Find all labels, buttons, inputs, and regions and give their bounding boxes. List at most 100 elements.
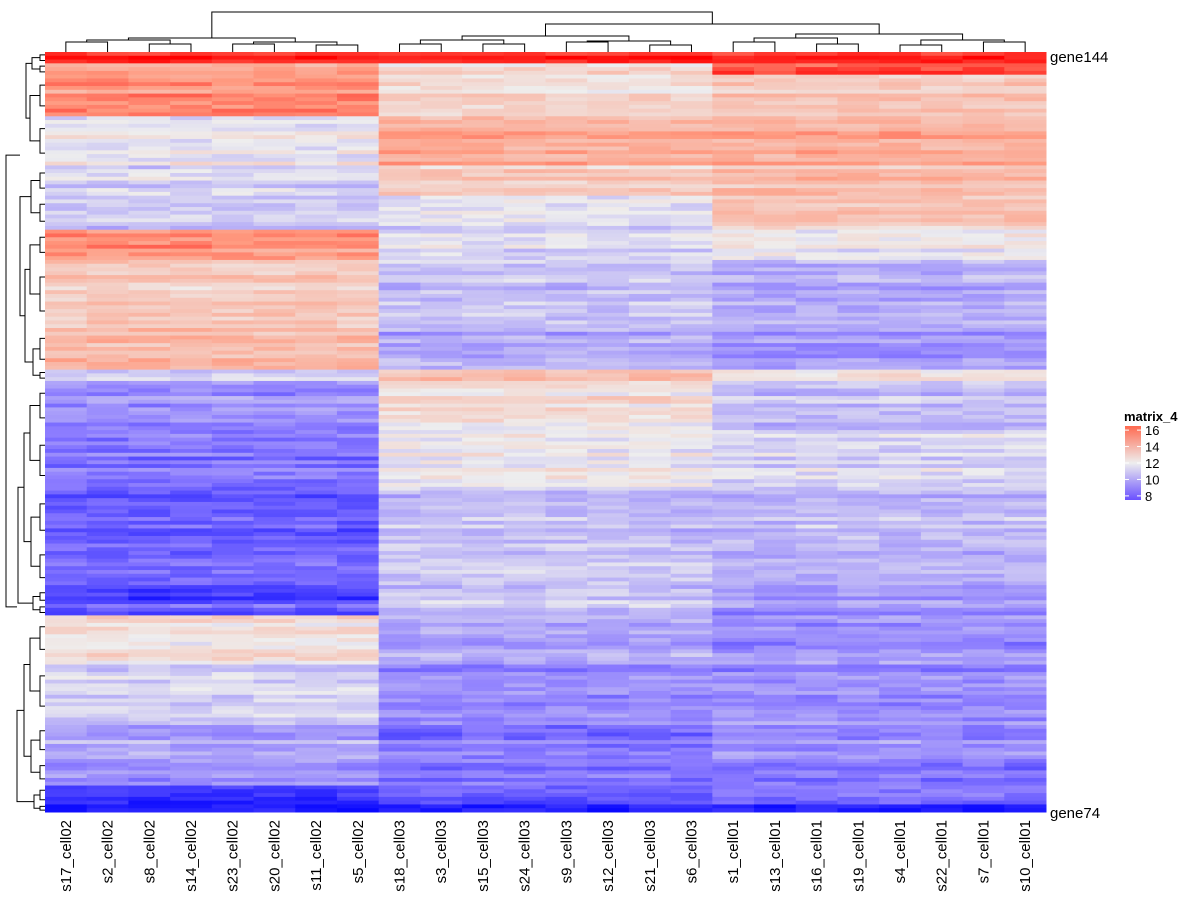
heatmap-cell [837, 588, 880, 594]
heatmap-cell [253, 172, 296, 178]
heatmap-cell [795, 706, 838, 711]
heatmap-cell [879, 596, 922, 601]
heatmap-cell [420, 210, 463, 216]
heatmap-cell [295, 740, 338, 745]
heatmap-cell [962, 112, 1005, 117]
heatmap-cell [462, 520, 505, 526]
heatmap-cell [295, 581, 338, 586]
heatmap-cell [837, 611, 880, 616]
heatmap-cell [503, 108, 546, 113]
heatmap-cell [253, 709, 296, 715]
heatmap-cell [670, 638, 713, 643]
heatmap-cell [128, 362, 171, 367]
heatmap-cell [712, 210, 755, 216]
heatmap-cell [1004, 131, 1047, 136]
heatmap-cell [420, 343, 463, 348]
heatmap-cell [336, 157, 380, 163]
heatmap-cell [545, 123, 588, 129]
heatmap-cell [45, 698, 88, 703]
heatmap-cell [587, 505, 630, 511]
heatmap-cell [879, 392, 922, 397]
heatmap-cell [1004, 721, 1047, 726]
heatmap-cell [587, 191, 630, 197]
heatmap-cell [462, 770, 505, 775]
heatmap-cell [462, 407, 505, 412]
heatmap-cell [45, 358, 88, 363]
heatmap-cell [754, 626, 797, 632]
heatmap-cell [170, 180, 213, 185]
heatmap-cell [545, 721, 588, 726]
heatmap-cell [503, 350, 546, 355]
column-dendrogram [65, 11, 1026, 52]
heatmap-cell [670, 501, 713, 507]
heatmap-cell [336, 709, 380, 715]
heatmap-cell [628, 570, 672, 575]
heatmap-cell [462, 585, 505, 590]
heatmap-cell [86, 539, 129, 545]
heatmap-cell [253, 766, 296, 771]
heatmap-cell [211, 475, 255, 480]
heatmap-cell [86, 354, 129, 359]
heatmap-cell [211, 645, 255, 650]
heatmap-cell [754, 184, 797, 189]
heatmap-cell [295, 199, 338, 204]
heatmap-cell [879, 743, 922, 749]
heatmap-cell [378, 78, 421, 83]
heatmap-cell [295, 781, 338, 787]
heatmap-cell [420, 460, 463, 465]
heatmap-cell [1004, 392, 1047, 397]
heatmap-cell [170, 161, 213, 166]
heatmap-cell [503, 592, 546, 597]
heatmap-cell [378, 706, 421, 711]
heatmap-cell [795, 403, 838, 408]
heatmap-cell [712, 683, 755, 688]
heatmap-cell [920, 199, 964, 204]
heatmap-cell [1004, 607, 1047, 613]
heatmap-cell [962, 97, 1005, 102]
heatmap-cell [128, 373, 171, 378]
heatmap-cell [587, 199, 630, 204]
heatmap-cell [503, 498, 546, 503]
heatmap-cell [920, 505, 964, 511]
heatmap-cell [295, 278, 338, 284]
heatmap-cell [754, 165, 797, 170]
heatmap-cell [920, 709, 964, 715]
heatmap-cell [45, 86, 88, 91]
heatmap-cell [462, 176, 505, 182]
heatmap-cell [211, 324, 255, 329]
heatmap-cell [420, 112, 463, 117]
heatmap-cell [1004, 52, 1047, 57]
heatmap-cell [86, 449, 129, 454]
heatmap-cell [295, 97, 338, 102]
heatmap-cell [712, 324, 755, 329]
heatmap-cell [336, 641, 380, 647]
heatmap-cell [712, 441, 755, 446]
heatmap-cell [545, 267, 588, 272]
heatmap-cell [211, 672, 255, 677]
heatmap-cell [1004, 460, 1047, 465]
heatmap-cell [545, 717, 588, 722]
heatmap-cell [378, 93, 421, 98]
heatmap-cell [336, 554, 380, 560]
heatmap-cell [336, 638, 380, 643]
heatmap-cell [962, 233, 1005, 238]
heatmap-cell [962, 275, 1005, 280]
heatmap-cell [545, 82, 588, 87]
heatmap-cell [587, 634, 630, 639]
heatmap-cell [336, 437, 380, 442]
heatmap-cell [253, 660, 296, 666]
heatmap-cell [462, 460, 505, 465]
heatmap-cell [462, 743, 505, 749]
heatmap-cell [128, 369, 171, 374]
heatmap-cell [795, 664, 838, 669]
heatmap-cell [754, 93, 797, 98]
heatmap-cell [211, 142, 255, 148]
heatmap-cell [378, 755, 421, 760]
heatmap-cell [754, 607, 797, 613]
dendrogram-branch [399, 43, 442, 52]
heatmap-cell [45, 755, 88, 760]
heatmap-cell [920, 656, 964, 662]
heatmap-cell [712, 331, 755, 337]
heatmap-cell [462, 108, 505, 113]
heatmap-cell [587, 467, 630, 473]
